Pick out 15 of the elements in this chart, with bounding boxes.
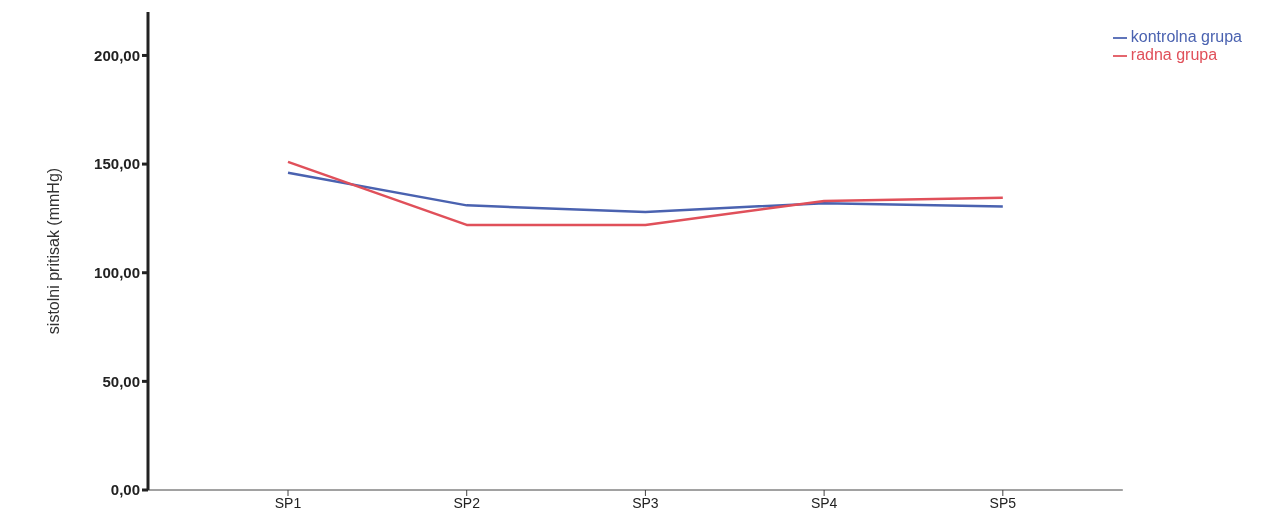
x-tick-label: SP2 (453, 494, 481, 511)
y-tick-label: 200,00 (94, 46, 140, 64)
x-tick-label: SP4 (810, 494, 838, 511)
y-tick-label: 100,00 (94, 264, 140, 282)
legend-label: radna grupa (1130, 46, 1218, 63)
line-series (286, 160, 1005, 227)
x-tick-label: SP1 (274, 494, 302, 511)
line-series (286, 171, 1005, 214)
y-tick-label: 0,00 (110, 481, 140, 499)
y-axis-title: sistolni pritisak (mmHg) (44, 167, 62, 335)
y-tick-label: 150,00 (94, 155, 140, 173)
legend-label: kontrolna grupa (1130, 28, 1242, 45)
x-tick-label: SP3 (632, 494, 659, 511)
y-tick-label: 50,00 (102, 372, 140, 390)
x-tick-label: SP5 (989, 494, 1017, 511)
